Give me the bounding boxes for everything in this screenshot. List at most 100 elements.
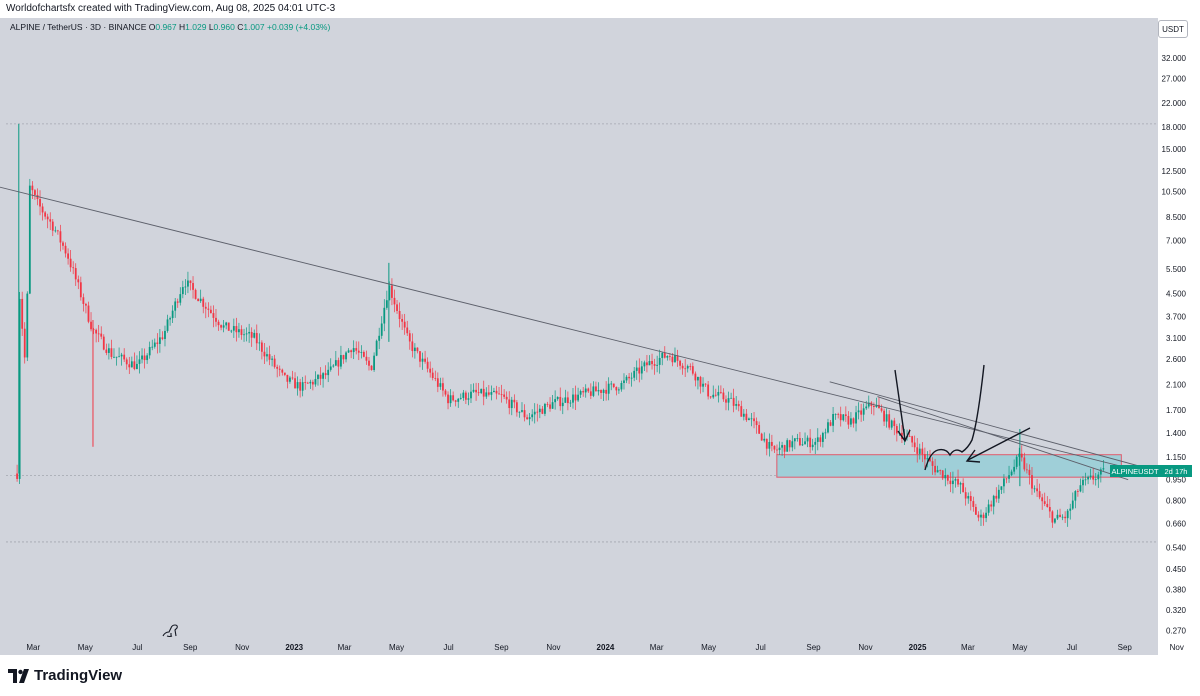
price-tick-label: 3.700 bbox=[1166, 313, 1187, 322]
currency-button[interactable]: USDT bbox=[1158, 20, 1188, 38]
candle-body bbox=[893, 420, 896, 427]
candle-body bbox=[1061, 516, 1064, 518]
candle-body bbox=[913, 442, 916, 448]
candle-body bbox=[804, 441, 806, 445]
candle-body bbox=[531, 414, 534, 418]
price-tag-countdown: 2d 17h bbox=[1165, 467, 1188, 476]
chart-credit: Worldofchartsfx created with TradingView… bbox=[6, 3, 336, 14]
candle-body bbox=[556, 396, 559, 400]
candle-body bbox=[546, 403, 549, 405]
candle-body bbox=[1041, 497, 1044, 502]
candle-body bbox=[436, 378, 439, 387]
candle-body bbox=[1013, 466, 1016, 472]
candle-body bbox=[737, 404, 740, 407]
candle-body bbox=[156, 342, 159, 344]
candle-body bbox=[809, 437, 812, 448]
candle-body bbox=[271, 358, 273, 360]
candle-body bbox=[362, 351, 365, 357]
candle-body bbox=[375, 340, 378, 356]
candle-body bbox=[867, 402, 870, 407]
candle-body bbox=[64, 245, 67, 254]
candle-body bbox=[161, 337, 164, 339]
candle-body bbox=[248, 331, 251, 334]
price-tick-label: 2.600 bbox=[1166, 355, 1187, 364]
symbol-legend: ALPINE / TetherUS · 3D · BINANCE O0.967 … bbox=[10, 22, 330, 32]
candle-body bbox=[651, 361, 653, 365]
candle-body bbox=[54, 230, 57, 232]
candle-body bbox=[396, 304, 398, 311]
candle-body bbox=[179, 294, 182, 303]
time-tick-label: Jul bbox=[132, 643, 142, 652]
candle-body bbox=[1071, 500, 1074, 509]
candle-body bbox=[860, 410, 863, 415]
candle-body bbox=[707, 384, 710, 397]
close-value: 1.007 bbox=[243, 22, 265, 32]
candle-body bbox=[969, 496, 972, 502]
candle-body bbox=[309, 381, 312, 384]
candle-body bbox=[686, 366, 689, 369]
price-tick-label: 4.500 bbox=[1166, 289, 1187, 298]
candle-body bbox=[171, 310, 174, 319]
candle-body bbox=[342, 355, 345, 360]
candle-body bbox=[493, 390, 495, 393]
candle-body bbox=[283, 372, 286, 375]
candle-body bbox=[748, 418, 750, 421]
candle-body bbox=[253, 332, 256, 338]
candle-body bbox=[429, 368, 432, 373]
candle-body bbox=[518, 411, 521, 413]
candle-body bbox=[250, 331, 253, 338]
candle-body bbox=[663, 352, 666, 358]
candle-body bbox=[31, 185, 34, 191]
candle-body bbox=[992, 495, 995, 507]
price-chart[interactable]: 40.00032.00027.00022.00018.00015.00012.5… bbox=[0, 18, 1200, 655]
candle-body bbox=[192, 283, 194, 290]
time-tick-label: Jul bbox=[1067, 643, 1077, 652]
candle-body bbox=[1076, 491, 1079, 492]
candle-body bbox=[760, 433, 763, 441]
candle-body bbox=[564, 397, 567, 403]
candle-body bbox=[380, 323, 383, 336]
candle-body bbox=[918, 448, 921, 454]
candle-body bbox=[406, 327, 409, 334]
close-label: C bbox=[237, 22, 244, 32]
candle-body bbox=[278, 368, 281, 370]
price-tick-label: 0.540 bbox=[1166, 543, 1187, 552]
candle-body bbox=[174, 301, 177, 311]
candle-body bbox=[982, 514, 985, 519]
candle-body bbox=[503, 394, 506, 397]
candle-body bbox=[388, 285, 391, 301]
horizontal-levels bbox=[6, 123, 1158, 543]
candle-body bbox=[36, 194, 39, 200]
candle-body bbox=[936, 470, 939, 473]
candle-body bbox=[87, 305, 90, 322]
candle-body bbox=[120, 354, 123, 357]
candle-body bbox=[612, 383, 615, 387]
candle-body bbox=[184, 286, 187, 288]
candle-body bbox=[289, 377, 291, 382]
candle-body bbox=[110, 348, 113, 357]
candle-body bbox=[215, 317, 217, 322]
chart-area[interactable]: 40.00032.00027.00022.00018.00015.00012.5… bbox=[0, 18, 1200, 655]
tradingview-logo[interactable]: TradingView bbox=[8, 667, 122, 684]
candle-body bbox=[750, 418, 753, 420]
candle-body bbox=[865, 406, 868, 409]
candle-body bbox=[1087, 476, 1089, 480]
candle-body bbox=[1005, 478, 1008, 480]
time-tick-label: May bbox=[78, 643, 93, 652]
candle-body bbox=[1084, 479, 1087, 481]
candle-body bbox=[1031, 475, 1033, 489]
candle-body bbox=[225, 322, 228, 326]
candle-body bbox=[490, 392, 493, 395]
candle-body bbox=[533, 411, 536, 415]
candle-body bbox=[587, 388, 590, 392]
candle-body bbox=[732, 397, 735, 406]
candle-body bbox=[640, 366, 643, 374]
candle-body bbox=[745, 413, 748, 421]
price-tick-label: 27.000 bbox=[1162, 75, 1187, 84]
candle-body bbox=[263, 351, 266, 357]
candle-body bbox=[671, 356, 674, 363]
candle-body bbox=[908, 436, 911, 437]
candle-body bbox=[574, 394, 577, 401]
candle-body bbox=[819, 437, 822, 442]
down-arrow-annotation bbox=[894, 369, 906, 441]
